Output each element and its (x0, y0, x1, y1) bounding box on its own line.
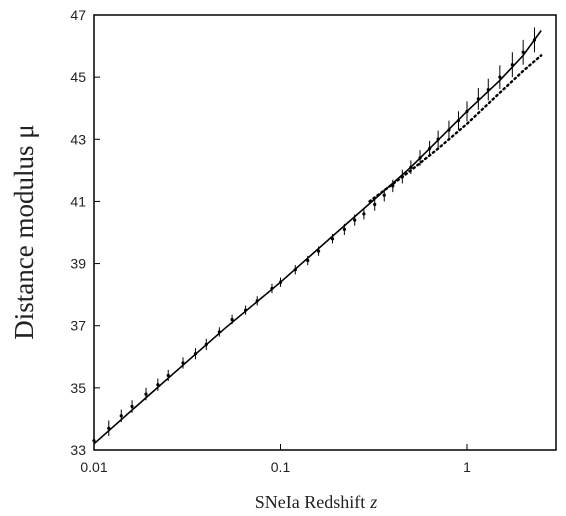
data-point (447, 128, 451, 132)
data-point (353, 218, 357, 222)
data-point (400, 174, 404, 179)
y-tick-label: 33 (70, 442, 86, 458)
data-point (409, 165, 413, 169)
data-point (293, 268, 297, 272)
data-point (316, 249, 321, 253)
data-point (217, 330, 221, 334)
data-point (230, 317, 234, 322)
data-point (130, 404, 134, 409)
data-point (92, 439, 96, 443)
data-point (427, 147, 432, 151)
data-point (278, 280, 283, 284)
y-tick-label: 39 (70, 256, 86, 272)
data-point (181, 361, 185, 365)
x-axis: 0.01 0.1 1 (80, 444, 471, 475)
data-point (521, 50, 525, 54)
data-point (107, 426, 111, 430)
data-point (465, 109, 469, 113)
y-tick-label: 47 (70, 7, 86, 23)
data-point (418, 156, 422, 160)
y-axis-label: Distance modulus μ (9, 124, 39, 339)
x-tick-label: 1 (463, 459, 471, 475)
data-point (498, 75, 502, 79)
data-point (456, 119, 461, 123)
data-point (486, 87, 490, 92)
data-point (244, 308, 248, 312)
y-tick-label: 35 (70, 380, 86, 396)
data-point (342, 227, 346, 231)
x-tick-label: 0.1 (271, 459, 291, 475)
data-point (306, 258, 310, 263)
data-point (330, 237, 335, 241)
data-point (166, 373, 170, 378)
data-point (391, 184, 395, 188)
x-axis-label: SNeIa Redshift z (255, 492, 378, 512)
y-tick-label: 43 (70, 131, 86, 147)
y-tick-label: 37 (70, 318, 86, 334)
alternative-model-dotted-line (368, 54, 543, 203)
data-point (382, 193, 386, 197)
x-tick-label: 0.01 (80, 459, 107, 475)
data-point (476, 97, 480, 101)
data-point (270, 286, 274, 291)
plot-frame (93, 14, 557, 451)
data-point (156, 383, 160, 387)
y-axis: 33 35 37 39 41 43 45 47 (70, 7, 100, 458)
data-point (255, 299, 259, 303)
plot-series (92, 27, 543, 449)
x-axis-label-variable: z (369, 492, 377, 512)
x-axis-label-text: SNeIa Redshift (255, 492, 365, 512)
data-point (193, 352, 198, 356)
data-point (119, 414, 123, 418)
data-point (144, 392, 148, 396)
model-line (93, 30, 542, 445)
data-point (204, 342, 208, 346)
data-point (362, 212, 366, 216)
data-point (510, 63, 514, 67)
data-point (373, 202, 377, 207)
y-tick-label: 45 (70, 69, 86, 85)
data-point (436, 137, 440, 141)
data-point (532, 38, 537, 42)
y-tick-label: 41 (70, 193, 86, 209)
